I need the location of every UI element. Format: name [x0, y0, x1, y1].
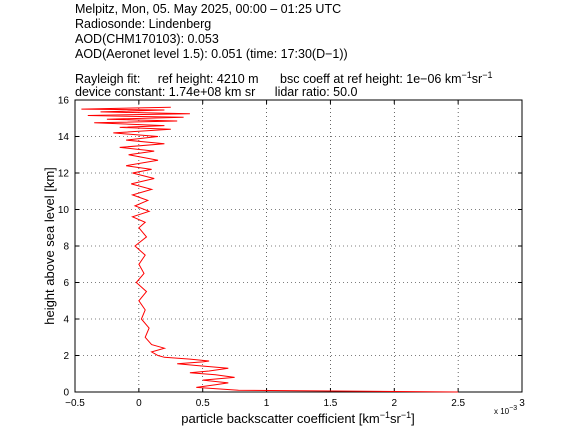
rayleigh-label: Rayleigh fit: — [75, 72, 141, 87]
lidar-ratio: lidar ratio: 50.0 — [274, 85, 358, 99]
x-multiplier-base: x 10 — [494, 407, 510, 416]
bsc-coeff-exp2: −1 — [482, 70, 493, 80]
x-multiplier-exp: −3 — [509, 405, 517, 412]
device-line: device constant: 1.74e+08 km sr lidar ra… — [75, 85, 357, 99]
x-axis-label: particle backscatter coefficient [km−1sr… — [181, 410, 414, 426]
bsc-coeff: bsc coeff at ref height: 1e−06 km−1sr−1 — [280, 70, 493, 87]
x-tick-label: 3 — [519, 398, 525, 409]
bsc-coeff-exp1: −1 — [461, 70, 472, 80]
x-multiplier: x 10−3 — [494, 405, 517, 416]
device-constant: device constant: 1.74e+08 km sr — [75, 85, 256, 99]
plot-frame — [74, 99, 523, 393]
rayleigh-fit-line: Rayleigh fit: ref height: 4210 m bsc coe… — [75, 68, 492, 86]
title-line-3: AOD(CHM170103): 0.053 — [75, 32, 219, 46]
x-tick-label: 1.5 — [323, 398, 337, 409]
x-tick-label: 0 — [136, 398, 142, 409]
title-line-4: AOD(Aeronet level 1.5): 0.051 (time: 17:… — [75, 47, 348, 61]
y-tick-label: 12 — [58, 169, 70, 180]
x-tick-label: 1 — [264, 398, 270, 409]
y-tick-label: 10 — [58, 205, 70, 216]
x-tick-label: 2 — [392, 398, 398, 409]
y-tick-label: 2 — [63, 351, 69, 362]
y-tick-label: 14 — [58, 132, 70, 143]
x-label-exp1: −1 — [380, 410, 390, 420]
y-tick-label: 6 — [63, 278, 69, 289]
ref-height: ref height: 4210 m — [157, 72, 259, 87]
x-label-prefix: particle backscatter coefficient [km — [181, 411, 379, 426]
x-tick-label: −0.5 — [65, 398, 85, 409]
y-tick-label: 0 — [63, 388, 69, 399]
title-line-2: Radiosonde: Lindenberg — [75, 17, 212, 31]
grid — [75, 100, 522, 392]
title-line-1: Melpitz, Mon, 05. May 2025, 00:00 – 01:2… — [75, 2, 342, 16]
backscatter-profile-line — [81, 106, 459, 393]
y-tick-label: 8 — [63, 242, 69, 253]
x-label-suffix: ] — [411, 411, 415, 426]
bsc-coeff-prefix: bsc coeff at ref height: 1e−06 km — [280, 72, 462, 87]
x-tick-label: 2.5 — [451, 398, 465, 409]
x-label-exp2: −1 — [401, 410, 411, 420]
bsc-coeff-mid: sr — [471, 72, 483, 87]
x-tick-label: 0.5 — [196, 398, 210, 409]
y-tick-label: 4 — [63, 315, 69, 326]
y-axis-label: height above sea level [km] — [42, 167, 57, 325]
x-label-mid: sr — [390, 411, 402, 426]
y-tick-label: 16 — [58, 96, 70, 107]
